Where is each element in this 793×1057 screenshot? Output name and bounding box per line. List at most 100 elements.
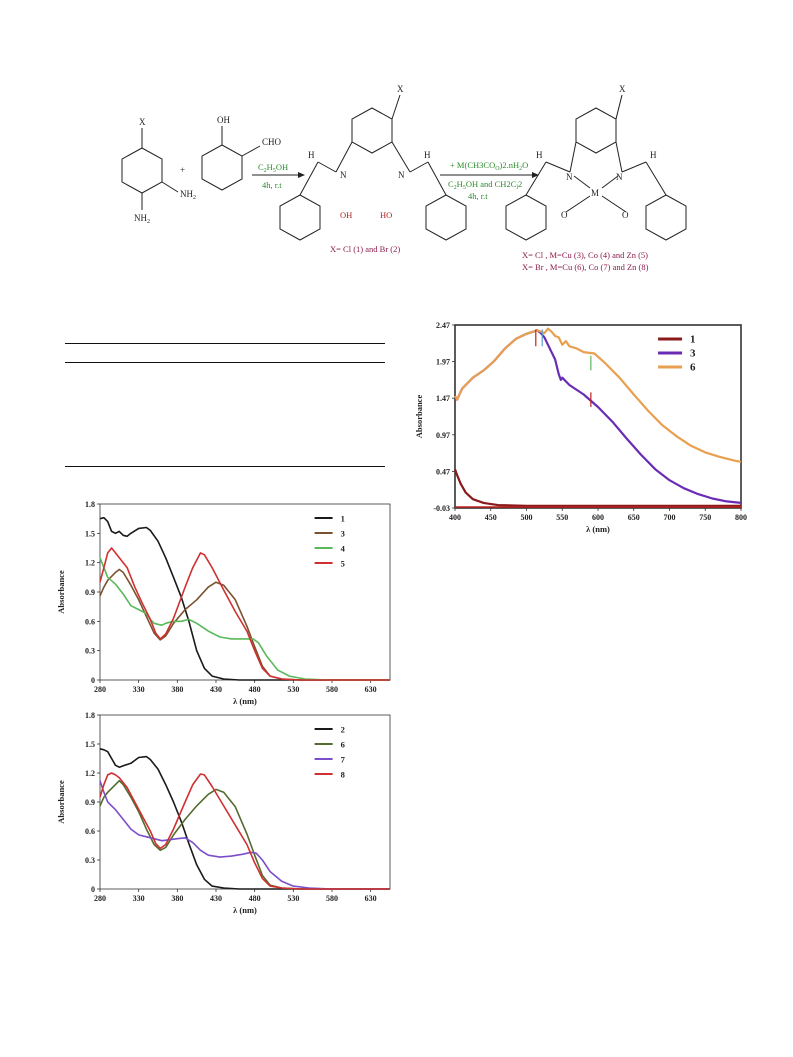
table-rule-top	[65, 343, 385, 344]
y-tick-label: 0.9	[85, 798, 95, 807]
complex-caption-2: X= Br , M=Cu (6), Co (7) and Zn (8)	[522, 262, 649, 272]
x-tick-label: 330	[133, 685, 145, 694]
series-line-2	[99, 748, 390, 890]
legend-label-2: 2	[341, 725, 345, 735]
plus-sign: +	[180, 165, 185, 175]
legend-label-6: 6	[690, 362, 696, 374]
ligand-h-label-1: H	[308, 150, 315, 160]
x-tick-label: 630	[365, 685, 377, 694]
x-tick-label: 280	[94, 894, 106, 903]
x-tick-label: 480	[249, 894, 261, 903]
x-tick-label: 630	[365, 894, 377, 903]
y-tick-label: 0.6	[85, 617, 95, 626]
x-tick-label: 500	[521, 513, 533, 522]
complex-x-label: X	[619, 84, 626, 94]
reactant-nh2-label: NH2	[180, 189, 196, 201]
x-tick-label: 530	[287, 685, 299, 694]
x-tick-label: 580	[326, 685, 338, 694]
x-tick-label: 700	[664, 513, 676, 522]
complex-o-label-1: O	[561, 210, 568, 220]
reaction-scheme: X NH2 NH2 + OH CHO C2H5OH 4h, r.t X H H …	[121, 84, 687, 272]
series-line-1	[453, 468, 741, 507]
y-tick-label: 0.6	[85, 827, 95, 836]
x-tick-label: 650	[628, 513, 640, 522]
y-tick-label: 1.47	[436, 394, 450, 403]
reactant-oh-label: OH	[217, 115, 230, 125]
legend-label-5: 5	[341, 559, 345, 569]
table-rule-bottom	[65, 466, 385, 467]
x-axis-label: λ (nm)	[233, 696, 257, 706]
step2-solvent: C2H5OH and CH2Cl2	[448, 179, 522, 191]
y-tick-label: 0.3	[85, 856, 95, 865]
y-tick-label: -0.03	[433, 504, 450, 513]
reactant-nh2-label-2: NH2	[134, 213, 150, 225]
step1-reagent: C2H5OH	[258, 162, 288, 174]
x-tick-label: 380	[171, 894, 183, 903]
y-tick-label: 1.8	[85, 500, 95, 509]
x-tick-label: 530	[287, 894, 299, 903]
y-tick-label: 1.5	[85, 529, 95, 538]
ligand-n-label-1: N	[340, 170, 347, 180]
series-line-4	[99, 557, 390, 681]
ligand-caption: X= Cl (1) and Br (2)	[330, 244, 400, 254]
y-tick-label: 0.97	[436, 431, 450, 440]
legend-label-1: 1	[690, 334, 696, 346]
y-axis-label: Absorbance	[56, 780, 66, 824]
y-tick-label: 0.47	[436, 467, 450, 476]
x-axis-label: λ (nm)	[233, 905, 257, 915]
y-tick-label: 0.9	[85, 588, 95, 597]
reactant-cho-label: CHO	[262, 137, 282, 147]
x-axis-label: λ (nm)	[586, 524, 610, 534]
reactant-x-label: X	[139, 117, 146, 127]
x-tick-label: 450	[485, 513, 497, 522]
x-tick-label: 480	[249, 685, 261, 694]
x-tick-label: 280	[94, 685, 106, 694]
x-tick-label: 430	[210, 685, 222, 694]
x-tick-label: 400	[449, 513, 461, 522]
legend-label-4: 4	[341, 544, 346, 554]
x-tick-label: 600	[592, 513, 604, 522]
y-axis-label: Absorbance	[56, 570, 66, 614]
y-tick-label: 1.2	[85, 559, 95, 568]
y-tick-label: 2.47	[436, 321, 450, 330]
legend-label-1: 1	[341, 514, 345, 524]
step1-condition: 4h, r.t	[262, 180, 282, 190]
complex-n-label-2: N	[616, 172, 623, 182]
ligand-h-label-2: H	[424, 150, 431, 160]
arrow1-head	[298, 172, 305, 178]
x-tick-label: 800	[735, 513, 747, 522]
x-tick-label: 430	[210, 894, 222, 903]
series-line-8	[99, 772, 390, 890]
series-line-5	[99, 547, 390, 681]
ligand-ho-label: HO	[380, 210, 392, 220]
x-tick-label: 330	[133, 894, 145, 903]
y-tick-label: 1.97	[436, 358, 450, 367]
step2-reagent: + M(CH3COO)2.nH2O	[450, 160, 528, 172]
x-tick-label: 580	[326, 894, 338, 903]
x-tick-label: 380	[171, 685, 183, 694]
legend-label-3: 3	[341, 529, 345, 539]
step2-condition: 4h, r.t	[468, 191, 488, 201]
table-rule-header	[65, 362, 385, 363]
y-tick-label: 0	[91, 676, 95, 685]
complex-metal-label: M	[591, 188, 599, 198]
complex-o-label-2: O	[622, 210, 629, 220]
ligand-left-phenol-ring	[279, 194, 321, 241]
series-line-7	[99, 780, 390, 890]
legend-label-6: 6	[341, 740, 345, 750]
y-tick-label: 1.8	[85, 711, 95, 720]
y-tick-label: 1.2	[85, 769, 95, 778]
arrow2-head	[532, 172, 539, 178]
complex-h-label-1: H	[536, 150, 543, 160]
y-tick-label: 1.5	[85, 740, 95, 749]
series-line-6	[99, 779, 390, 890]
series-line-6	[454, 327, 742, 463]
legend-label-8: 8	[341, 770, 345, 780]
series-line-3	[99, 568, 390, 681]
legend-label-3: 3	[690, 348, 696, 360]
complex-n-label-1: N	[566, 172, 573, 182]
complex-right-phenol-ring	[645, 194, 687, 241]
